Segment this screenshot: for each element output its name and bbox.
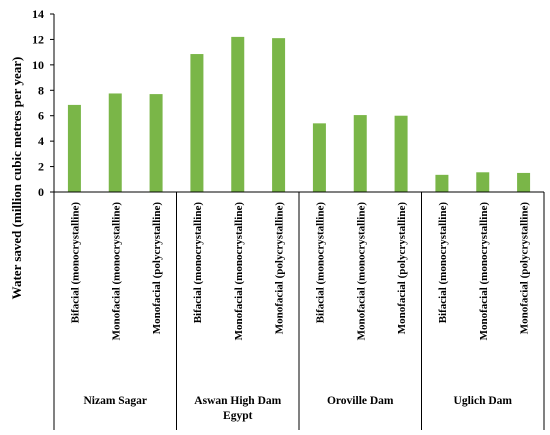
- bar: [231, 36, 245, 193]
- bar: [108, 93, 122, 192]
- y-tick-label: 8: [38, 83, 44, 97]
- y-axis-title: Water saved (million cubic metres per ye…: [9, 57, 24, 300]
- category-labels: Bifacial (monocrystalline) Monofacial (mo…: [69, 202, 530, 341]
- category-label: Bifacial (monocrystalline): [314, 202, 326, 324]
- y-tick-label: 6: [38, 109, 44, 123]
- bar: [435, 174, 449, 192]
- y-axis-ticks: 0 2 4 6 8 10 12 14: [32, 7, 54, 199]
- category-label: Monofacial (monocrystalline): [110, 202, 122, 341]
- bar: [394, 115, 408, 192]
- category-label: Bifacial (monocrystalline): [192, 202, 204, 324]
- bar: [67, 104, 81, 192]
- bar: [476, 172, 490, 192]
- bar: [190, 54, 204, 192]
- y-tick-label: 4: [38, 134, 44, 148]
- group-label: Uglich Dam: [454, 395, 513, 407]
- y-axis-title-group: Water saved (million cubic metres per ye…: [9, 57, 24, 300]
- category-label: Monofacial (monocrystalline): [478, 202, 490, 341]
- group-label: Aswan High Dam Egypt: [194, 395, 281, 422]
- y-tick-label: 10: [32, 58, 44, 72]
- bar: [272, 38, 286, 193]
- group-labels: Nizam Sagar Aswan High Dam Egypt Oroville D…: [83, 395, 512, 422]
- axes: [53, 14, 545, 430]
- category-label: Monofacial (polycrystalline): [519, 202, 531, 335]
- y-tick-label: 14: [32, 7, 44, 21]
- group-label: Oroville Dam: [327, 395, 394, 407]
- bar: [149, 94, 163, 192]
- category-label: Monofacial (monocrystalline): [355, 202, 367, 341]
- y-tick-label: 0: [38, 185, 44, 199]
- category-label: Bifacial (monocrystalline): [437, 202, 449, 324]
- category-label: Bifacial (monocrystalline): [69, 202, 81, 324]
- y-tick-label: 12: [32, 32, 44, 46]
- bar: [517, 172, 531, 192]
- bar: [312, 123, 326, 192]
- y-tick-label: 2: [38, 160, 44, 174]
- bars: [67, 36, 531, 193]
- category-label: Monofacial (polycrystalline): [396, 202, 408, 335]
- bar: [353, 115, 367, 192]
- group-label: Nizam Sagar: [83, 395, 147, 407]
- category-label: Monofacial (polycrystalline): [151, 202, 163, 335]
- category-label: Monofacial (monocrystalline): [233, 202, 245, 341]
- category-label: Monofacial (polycrystalline): [274, 202, 286, 335]
